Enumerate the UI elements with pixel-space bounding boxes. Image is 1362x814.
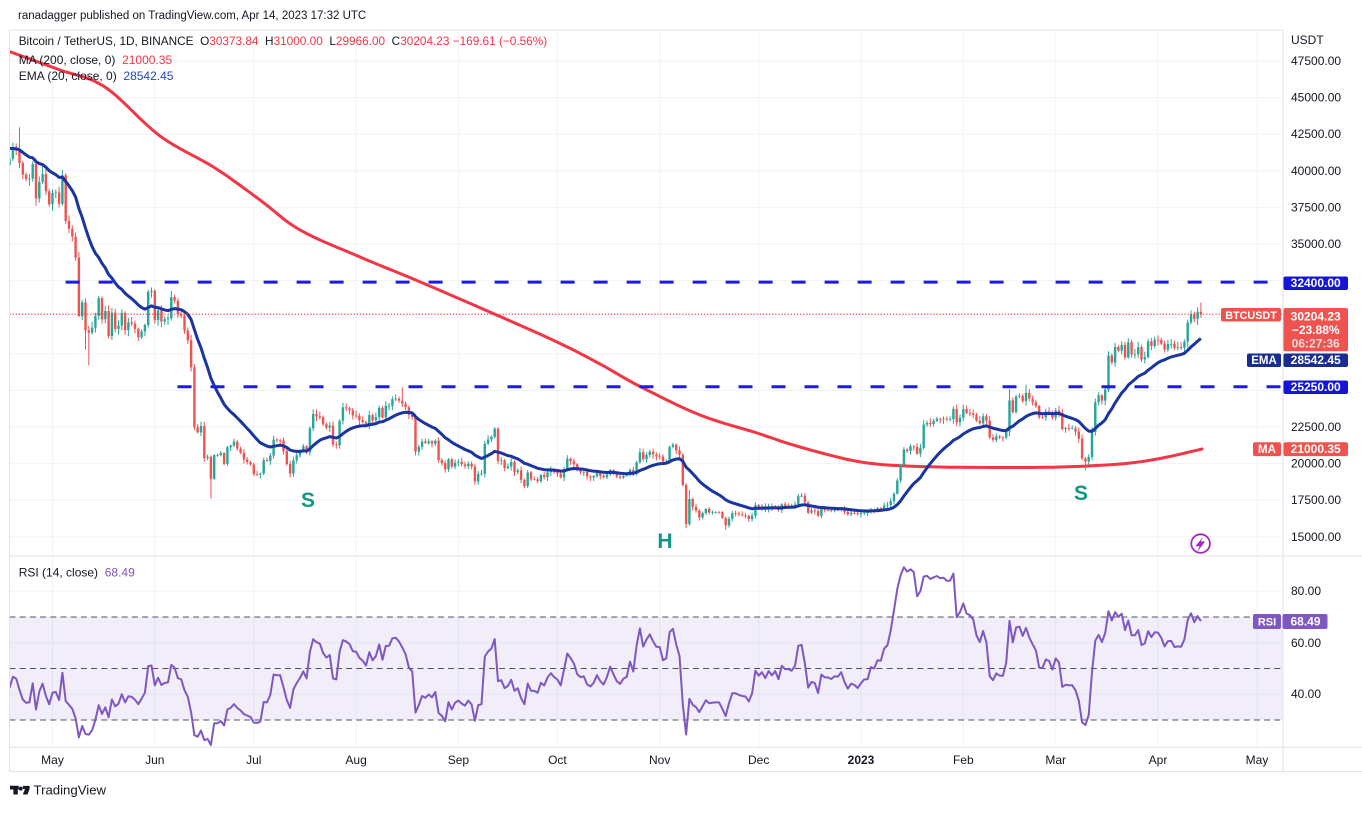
svg-text:−23.88%: −23.88% (1292, 323, 1340, 337)
svg-text:15000.00: 15000.00 (1291, 530, 1341, 544)
svg-text:H: H (657, 530, 672, 553)
svg-text:Feb: Feb (953, 753, 974, 767)
svg-text:EMA (20, close, 0) 28542.45: EMA (20, close, 0) 28542.45 (19, 69, 174, 83)
svg-text:Aug: Aug (345, 753, 366, 767)
svg-text:S: S (301, 489, 315, 512)
svg-text:32400.00: 32400.00 (1291, 276, 1341, 290)
svg-text:40000.00: 40000.00 (1291, 164, 1341, 178)
svg-text:Nov: Nov (649, 753, 670, 767)
svg-text:BTCUSDT: BTCUSDT (1225, 310, 1277, 322)
svg-text:20000.00: 20000.00 (1291, 457, 1341, 471)
svg-text:35000.00: 35000.00 (1291, 237, 1341, 251)
svg-text:S: S (1074, 482, 1088, 505)
svg-text:28542.45: 28542.45 (1291, 353, 1341, 367)
svg-text:Oct: Oct (548, 753, 567, 767)
svg-text:06:27:36: 06:27:36 (1292, 337, 1340, 351)
svg-text:May: May (1246, 753, 1269, 767)
svg-text:Bitcoin / TetherUS, 1D, BINANC: Bitcoin / TetherUS, 1D, BINANCE O30373.8… (19, 34, 548, 48)
svg-text:Apr: Apr (1149, 753, 1168, 767)
svg-text:68.49: 68.49 (1290, 615, 1320, 629)
svg-text:30204.23: 30204.23 (1291, 310, 1341, 324)
svg-text:ranadagger published on Tradin: ranadagger published on TradingView.com,… (18, 10, 366, 22)
svg-text:Sep: Sep (448, 753, 470, 767)
svg-text:40.00: 40.00 (1291, 687, 1321, 701)
svg-text:37500.00: 37500.00 (1291, 200, 1341, 214)
svg-text:22500.00: 22500.00 (1291, 420, 1341, 434)
svg-text:60.00: 60.00 (1291, 636, 1321, 650)
svg-text:Mar: Mar (1045, 753, 1066, 767)
svg-text:USDT: USDT (1291, 33, 1324, 47)
svg-text:RSI: RSI (1258, 617, 1276, 629)
svg-text:Jun: Jun (145, 753, 164, 767)
svg-text:80.00: 80.00 (1291, 584, 1321, 598)
svg-text:47500.00: 47500.00 (1291, 54, 1341, 68)
svg-text:25250.00: 25250.00 (1291, 380, 1341, 394)
svg-text:21000.35: 21000.35 (1291, 442, 1341, 456)
svg-text:2023: 2023 (848, 753, 875, 767)
svg-text:MA (200, close, 0) 21000.35: MA (200, close, 0) 21000.35 (19, 53, 173, 67)
svg-text:MA: MA (1258, 444, 1276, 456)
svg-text:Jul: Jul (246, 753, 261, 767)
svg-text:TradingView: TradingView (34, 783, 107, 798)
svg-text:42500.00: 42500.00 (1291, 127, 1341, 141)
svg-text:Dec: Dec (748, 753, 769, 767)
svg-text:May: May (41, 753, 64, 767)
svg-text:EMA: EMA (1251, 355, 1277, 367)
svg-text:17500.00: 17500.00 (1291, 493, 1341, 507)
svg-text:45000.00: 45000.00 (1291, 91, 1341, 105)
svg-text:RSI (14, close) 68.49: RSI (14, close) 68.49 (19, 566, 135, 580)
